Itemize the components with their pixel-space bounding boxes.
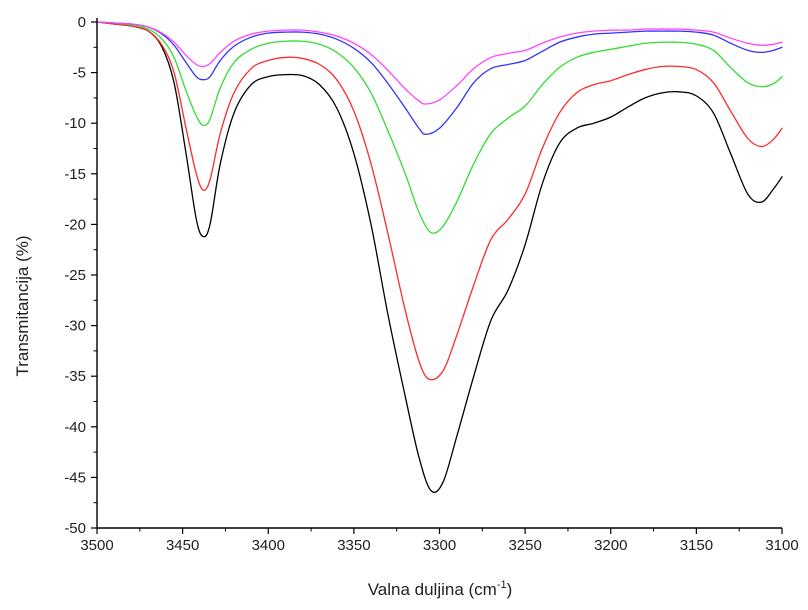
tick-labels: 3500 3450 3400 3350 3300 3250 3200 3150 3100 0 -5 -… <box>64 14 798 554</box>
x-axis-title-superscript: -1 <box>497 579 507 591</box>
series-line-3 <box>96 21 783 234</box>
x-tick-label: 3500 <box>80 537 113 554</box>
y-tick-label: -30 <box>64 318 86 335</box>
y-axis-title: Transmitancija (%) <box>13 235 32 376</box>
y-tick-label: -45 <box>64 469 86 486</box>
x-axis-title-main: Valna duljina (cm <box>368 580 497 599</box>
x-tick-label: 3400 <box>252 537 285 554</box>
y-tick-label: 0 <box>78 14 86 31</box>
y-tick-label: -20 <box>64 216 86 233</box>
axes <box>96 18 782 529</box>
x-tick-label: 3300 <box>423 537 456 554</box>
x-tick-label: 3250 <box>508 537 541 554</box>
y-tick-label: -25 <box>64 267 86 284</box>
y-tick-label: -40 <box>64 419 86 436</box>
x-tick-label: 3200 <box>594 537 627 554</box>
series-layer <box>96 21 783 493</box>
series-line-2 <box>96 21 783 381</box>
y-tick-label: -5 <box>73 65 86 82</box>
y-tick-label: -15 <box>64 166 86 183</box>
x-tick-label: 3150 <box>680 537 713 554</box>
y-tick-label: -50 <box>64 520 86 537</box>
y-tick-label: -35 <box>64 368 86 385</box>
series-line-5 <box>96 21 783 105</box>
x-tick-label: 3100 <box>765 537 798 554</box>
x-tick-label: 3450 <box>166 537 199 554</box>
series-line-1 <box>96 21 783 493</box>
ticks <box>91 21 783 534</box>
x-tick-label: 3350 <box>337 537 370 554</box>
x-axis-title-suffix: ) <box>507 580 513 599</box>
y-tick-label: -10 <box>64 115 86 132</box>
x-axis-title: Valna duljina (cm-1) <box>368 579 513 599</box>
series-line-4 <box>96 21 783 135</box>
